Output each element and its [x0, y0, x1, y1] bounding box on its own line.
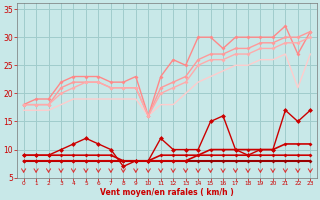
X-axis label: Vent moyen/en rafales ( km/h ): Vent moyen/en rafales ( km/h ) — [100, 188, 234, 197]
